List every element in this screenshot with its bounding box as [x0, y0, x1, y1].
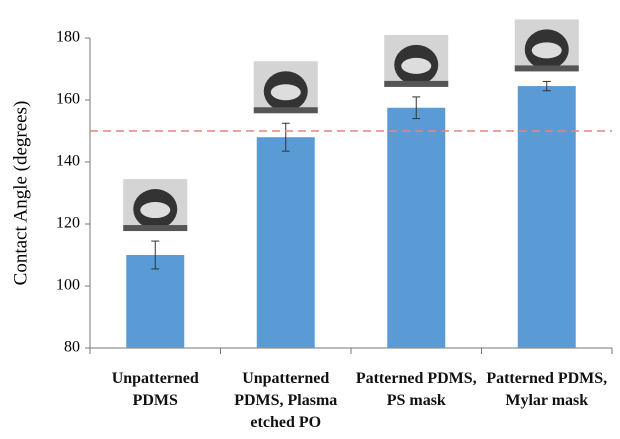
x-tick-label: Patterned PDMS, PS mask: [354, 368, 478, 412]
droplet-surface: [384, 81, 448, 87]
droplet-highlight: [401, 58, 431, 74]
droplet-surface: [123, 225, 187, 231]
droplet-highlight: [532, 42, 562, 58]
y-tick-label: 80: [64, 339, 80, 356]
y-tick-label: 120: [56, 215, 80, 232]
bar: [387, 108, 445, 348]
bar: [257, 137, 315, 348]
x-tick-label: Unpatterned PDMS, Plasma etched PO: [224, 368, 348, 434]
chart: Contact Angle (degrees) 80 100 120 140 160 18…: [0, 0, 620, 439]
x-tick-label: Unpatterned PDMS: [93, 368, 217, 412]
y-tick-label: 180: [56, 29, 80, 46]
y-axis-label: Contact Angle (degrees): [10, 101, 31, 286]
droplet-surface: [254, 107, 318, 113]
droplet-surface: [515, 65, 579, 71]
y-tick-label: 100: [56, 277, 80, 294]
droplet-highlight: [140, 202, 170, 218]
bar: [518, 86, 576, 348]
x-tick-label: Patterned PDMS, Mylar mask: [485, 368, 609, 412]
y-tick-label: 140: [56, 153, 80, 170]
y-tick-label: 160: [56, 91, 80, 108]
droplet-highlight: [271, 84, 301, 100]
